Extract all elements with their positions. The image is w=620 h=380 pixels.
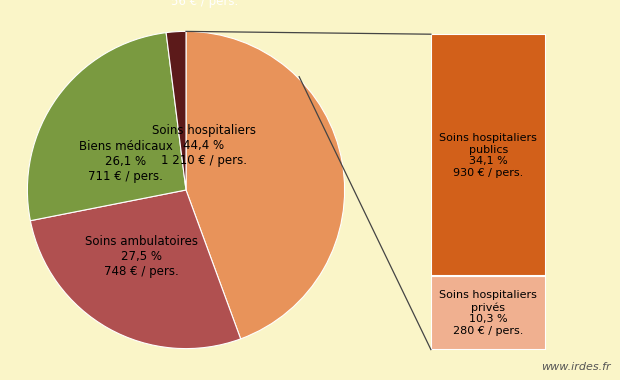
Wedge shape xyxy=(30,190,241,348)
Wedge shape xyxy=(166,32,186,190)
Text: Soins ambulatoires
27,5 %
748 € / pers.: Soins ambulatoires 27,5 % 748 € / pers. xyxy=(85,235,198,278)
Text: Transports
2 %
56 € / pers.: Transports 2 % 56 € / pers. xyxy=(171,0,239,8)
Text: Soins hospitaliers
privés
10,3 %
280 € / pers.: Soins hospitaliers privés 10,3 % 280 € /… xyxy=(440,290,537,336)
Wedge shape xyxy=(27,33,186,221)
Text: www.irdes.fr: www.irdes.fr xyxy=(541,363,611,372)
Text: Biens médicaux
26,1 %
711 € / pers.: Biens médicaux 26,1 % 711 € / pers. xyxy=(79,140,172,183)
Text: Soins hospitaliers
publics
34,1 %
930 € / pers.: Soins hospitaliers publics 34,1 % 930 € … xyxy=(440,133,537,178)
Bar xyxy=(431,34,546,276)
Bar xyxy=(431,276,546,350)
Wedge shape xyxy=(186,32,345,339)
Text: Soins hospitaliers
44,4 %
1 210 € / pers.: Soins hospitaliers 44,4 % 1 210 € / pers… xyxy=(152,124,256,168)
